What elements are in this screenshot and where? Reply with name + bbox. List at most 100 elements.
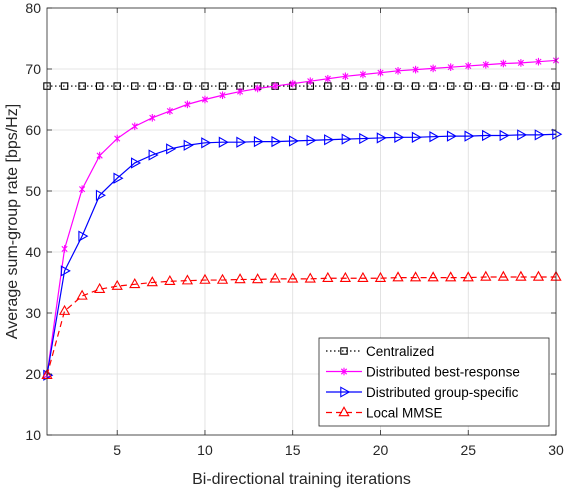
series-distributed-group-specific [43, 128, 563, 381]
data-point [289, 79, 296, 88]
data-point [304, 272, 316, 283]
data-point [218, 136, 229, 148]
legend: Centralized Distributed best-response Dist… [318, 337, 550, 427]
data-point [324, 74, 331, 83]
data-point [269, 272, 281, 283]
data-point [113, 82, 121, 90]
data-point [253, 135, 264, 148]
data-point [552, 128, 563, 140]
data-point [95, 82, 104, 90]
series-line [46, 59, 557, 376]
legend-marker [340, 347, 348, 355]
data-point [482, 60, 489, 69]
data-point [482, 82, 490, 90]
data-point [500, 59, 507, 68]
x-tick-label: 25 [460, 442, 476, 458]
data-point [149, 114, 156, 122]
data-point [251, 273, 264, 284]
data-point [146, 276, 158, 287]
data-point [374, 271, 387, 282]
data-point [114, 134, 121, 143]
data-point [164, 274, 176, 286]
data-point [342, 72, 349, 81]
y-tick-label: 40 [25, 244, 41, 260]
series-centralized [43, 82, 560, 90]
data-point [271, 135, 282, 148]
data-point [219, 91, 226, 100]
data-point [324, 134, 335, 146]
data-point [392, 271, 404, 282]
legend-label: Centralized [366, 344, 434, 359]
data-point [482, 129, 493, 142]
data-point [288, 135, 300, 147]
data-point [129, 278, 141, 289]
data-point [445, 271, 457, 282]
data-point [499, 129, 510, 142]
data-point [148, 149, 159, 161]
data-point [517, 82, 525, 90]
data-point [464, 82, 472, 90]
data-point [76, 289, 88, 300]
data-point [462, 271, 474, 282]
data-point [427, 271, 439, 282]
legend-marker [338, 406, 350, 417]
data-point [411, 131, 422, 143]
data-point [234, 273, 246, 284]
data-point [534, 82, 543, 90]
data-point [394, 82, 402, 90]
data-point [78, 82, 86, 90]
data-point [183, 139, 194, 151]
data-point [60, 82, 69, 90]
data-point [184, 100, 191, 109]
data-point [216, 273, 229, 284]
data-point [58, 304, 71, 315]
data-point [497, 270, 509, 281]
legend-marker [340, 386, 351, 398]
axis-ticks: 5 10 15 20 25 30 10 20 30 40 50 60 70 80 [25, 0, 564, 458]
data-point [307, 77, 314, 85]
legend-entry-distributed-group-specific: Distributed group-specific [326, 385, 519, 400]
data-point [199, 273, 211, 284]
legend-label: Local MMSE [366, 406, 443, 421]
data-point [131, 122, 138, 131]
data-point [78, 230, 89, 242]
legend-marker [340, 367, 348, 376]
data-point [166, 107, 173, 115]
data-point [236, 136, 247, 148]
data-point [131, 82, 139, 90]
y-axis-label: Average sum-group rate [bps/Hz] [4, 104, 21, 339]
data-point [446, 82, 455, 90]
data-point [113, 172, 124, 184]
data-point [499, 82, 508, 90]
series-layer [41, 56, 563, 381]
data-point [517, 129, 528, 141]
y-tick-label: 30 [25, 305, 41, 321]
data-point [166, 143, 177, 155]
data-point [95, 189, 106, 201]
data-point [429, 82, 437, 90]
data-point [287, 272, 299, 283]
y-tick-label: 60 [25, 122, 41, 138]
x-axis-label: Bi-directional training iterations [192, 471, 411, 488]
data-point [60, 265, 71, 277]
data-point [254, 84, 261, 93]
data-point [322, 271, 334, 282]
data-point [201, 137, 212, 149]
data-point [61, 245, 68, 253]
x-tick-label: 5 [113, 442, 121, 458]
data-point [183, 82, 192, 90]
plot-frame [46, 7, 557, 436]
data-point [412, 65, 419, 74]
data-point [517, 59, 524, 67]
y-tick-label: 10 [25, 427, 41, 443]
data-point [377, 68, 384, 77]
data-point [94, 282, 106, 293]
data-point [341, 133, 352, 145]
data-point [306, 134, 317, 147]
legend-label: Distributed best-response [366, 365, 520, 380]
x-tick-label: 10 [197, 442, 213, 458]
data-point [201, 95, 209, 104]
series-distributed-best-response [43, 56, 560, 380]
data-point [465, 62, 472, 70]
